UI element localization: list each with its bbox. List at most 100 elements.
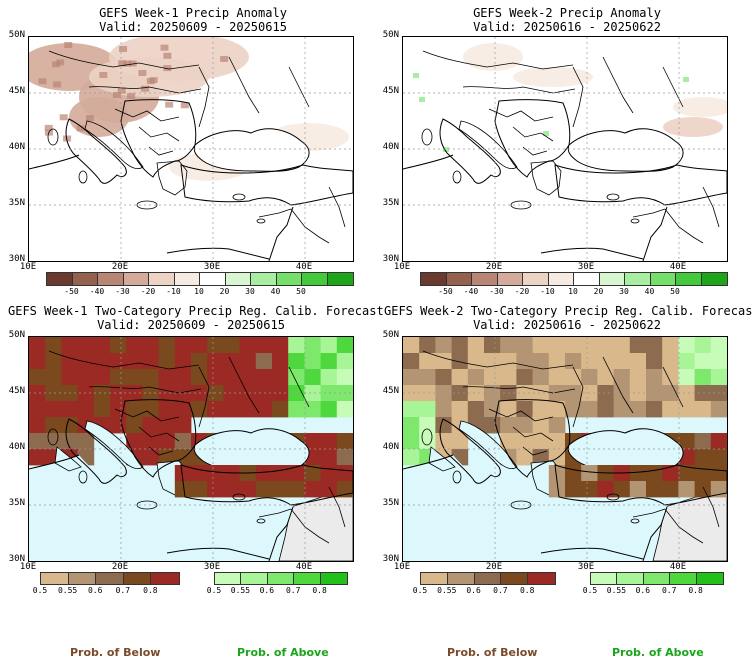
prob-below-label: Prob. of Below — [70, 646, 161, 659]
below-colorbar-1-swatch — [123, 573, 152, 584]
above-colorbar-1-label: 0.8 — [312, 586, 327, 595]
lat-label: 35N — [382, 198, 399, 208]
anomaly-colorbar-1-swatch — [174, 273, 200, 285]
lat-label: 40N — [8, 142, 25, 152]
anomaly-colorbar-2-swatch — [548, 273, 574, 285]
anomaly-colorbar-2-label: 30 — [619, 287, 629, 296]
above-colorbar-1-swatch — [294, 573, 321, 584]
anomaly-colorbar-2-label: -50 — [438, 287, 453, 296]
above-colorbar-1-swatch — [241, 573, 268, 584]
anomaly-colorbar-1-label: -50 — [64, 287, 79, 296]
anomaly-colorbar-2-swatch — [523, 273, 549, 285]
lon-label: 40E — [295, 562, 313, 572]
panel-4-title-text: GEFS Week-2 Two-Category Precip Reg. Cal… — [384, 304, 752, 318]
panel-1-title: GEFS Week-1 Precip Anomaly Valid: 202506… — [28, 6, 358, 34]
anomaly-colorbar-2-swatch — [421, 273, 447, 285]
above-colorbar-2-swatch — [670, 573, 697, 584]
lon-label: 10E — [19, 262, 37, 272]
above-colorbar-1-label: 0.6 — [259, 586, 275, 595]
below-colorbar-1-swatch — [41, 573, 69, 584]
anomaly-colorbar-1-swatch — [98, 273, 124, 285]
lat-label: 30N — [8, 254, 25, 264]
lon-label: 10E — [19, 562, 37, 572]
panel-2-title-text: GEFS Week-2 Precip Anomaly — [473, 6, 661, 20]
anomaly-colorbar-1-swatch — [327, 273, 353, 285]
panel-3-valid-text: Valid: 20250609 - 20250615 — [97, 318, 285, 332]
map1-svg — [29, 37, 353, 261]
anomaly-colorbar-1-label: 50 — [296, 287, 306, 296]
lat-label: 40N — [382, 442, 399, 452]
panel-4-valid-text: Valid: 20250616 - 20250622 — [473, 318, 661, 332]
anomaly-colorbar-2-swatch — [497, 273, 523, 285]
lat-label: 30N — [382, 254, 399, 264]
below-colorbar-1-label: 0.8 — [143, 586, 158, 595]
anomaly-colorbar-1-swatch — [302, 273, 328, 285]
below-colorbar-1-label: 0.7 — [115, 586, 131, 595]
lat-label: 45N — [382, 86, 399, 96]
above-colorbar-2-swatch — [591, 573, 618, 584]
anomaly-colorbar-1-swatch — [47, 273, 73, 285]
anomaly-colorbar-1-label: -30 — [115, 287, 130, 296]
below-colorbar-2-swatch — [447, 573, 475, 584]
below-colorbar-1-label: 0.6 — [87, 586, 103, 595]
below-colorbar-2-label: 0.7 — [493, 586, 508, 595]
anomaly-colorbar-1-label: 30 — [245, 287, 255, 296]
lon-label: 20E — [485, 562, 503, 572]
lon-label: 10E — [393, 562, 411, 572]
anomaly-colorbar-1-swatch — [149, 273, 175, 285]
lon-label: 30E — [203, 262, 221, 272]
above-colorbar-2-label: 0.7 — [661, 586, 677, 595]
below-colorbar-2 — [420, 572, 556, 585]
below-colorbar-2-label: 0.8 — [519, 586, 535, 595]
above-colorbar-2-label: 0.55 — [606, 586, 627, 595]
anomaly-colorbar-2-label: 40 — [644, 287, 655, 296]
map3-svg — [29, 337, 353, 561]
below-colorbar-2-swatch — [474, 573, 502, 584]
anomaly-colorbar-1 — [46, 272, 354, 286]
anomaly-colorbar-2-label: 10 — [568, 287, 578, 296]
anomaly-colorbar-1-swatch — [123, 273, 149, 285]
above-colorbar-2-label: 0.8 — [688, 586, 703, 595]
anomaly-colorbar-1-label: -10 — [166, 287, 181, 296]
lon-label: 30E — [203, 562, 221, 572]
above-colorbar-2-swatch — [617, 573, 644, 584]
map-week2-anomaly — [402, 36, 728, 262]
lat-label: 50N — [8, 30, 25, 40]
anomaly-colorbar-2-swatch — [599, 273, 625, 285]
lat-label: 40N — [8, 442, 25, 452]
above-colorbar-1-label: 0.7 — [285, 586, 301, 595]
lat-label: 35N — [382, 498, 399, 508]
below-colorbar-2-label: 0.5 — [412, 586, 428, 595]
above-colorbar-1-swatch — [267, 573, 295, 584]
lon-label: 30E — [577, 562, 595, 572]
anomaly-colorbar-1-label: 20 — [219, 287, 230, 296]
anomaly-colorbar-1-swatch — [276, 273, 302, 285]
anomaly-colorbar-2-swatch — [574, 273, 600, 285]
map2-svg — [403, 37, 727, 261]
above-colorbar-2-label: 0.6 — [635, 586, 651, 595]
lat-label: 40N — [382, 142, 399, 152]
anomaly-colorbar-1-swatch — [200, 273, 226, 285]
lon-label: 40E — [295, 262, 313, 272]
above-colorbar-2-swatch — [643, 573, 671, 584]
panel-3-title-text: GEFS Week-1 Two-Category Precip Reg. Cal… — [8, 304, 384, 318]
anomaly-colorbar-2-swatch — [650, 273, 676, 285]
prob-below-label-2: Prob. of Below — [447, 646, 538, 659]
lon-label: 20E — [111, 262, 129, 272]
map-week2-probability — [402, 336, 728, 562]
anomaly-colorbar-2-label: -30 — [489, 287, 504, 296]
anomaly-colorbar-2-label: -10 — [540, 287, 555, 296]
panel-2-valid-text: Valid: 20250616 - 20250622 — [473, 20, 661, 34]
prob-above-label-2: Prob. of Above — [612, 646, 704, 659]
anomaly-colorbar-2-label: -20 — [514, 287, 530, 296]
lat-label: 35N — [8, 198, 25, 208]
anomaly-colorbar-1-label: -40 — [89, 287, 105, 296]
below-colorbar-1-label: 0.5 — [32, 586, 48, 595]
anomaly-colorbar-1-swatch — [251, 273, 277, 285]
panel-4-title: GEFS Week-2 Two-Category Precip Reg. Cal… — [384, 304, 752, 332]
below-colorbar-2-swatch — [501, 573, 529, 584]
lat-label: 45N — [8, 386, 25, 396]
lat-label: 50N — [382, 30, 399, 40]
above-colorbar-1-label: 0.5 — [206, 586, 222, 595]
lon-label: 30E — [577, 262, 595, 272]
